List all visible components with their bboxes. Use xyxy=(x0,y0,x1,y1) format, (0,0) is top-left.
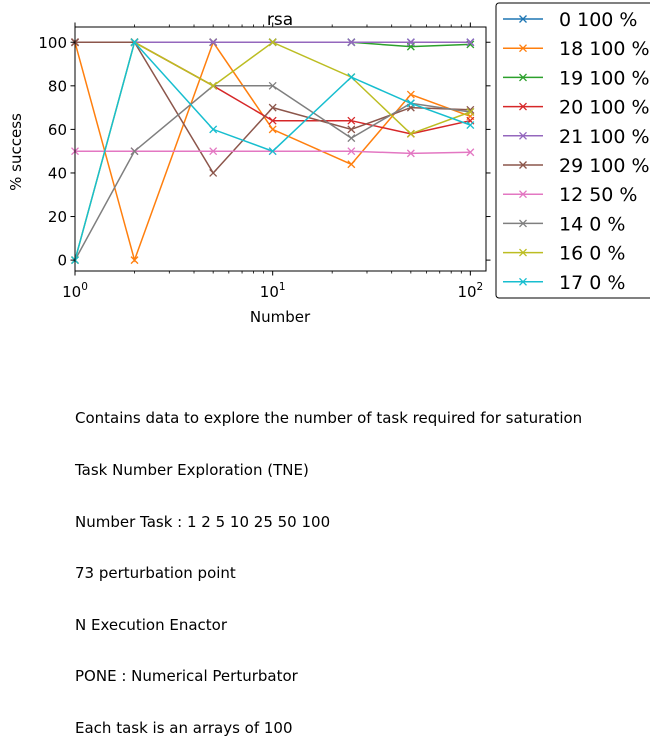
legend-marker xyxy=(519,190,527,199)
series-17-0 xyxy=(71,38,475,265)
chart-title: rsa xyxy=(267,10,293,30)
legend-label: 12 50 % xyxy=(559,184,638,206)
data-point xyxy=(466,121,475,129)
data-point xyxy=(209,81,218,90)
data-point xyxy=(347,116,356,125)
legend-entry: 12 50 % xyxy=(503,184,638,206)
legend-marker xyxy=(519,44,527,53)
caption-line: Contains data to explore the number of t… xyxy=(75,409,583,428)
legend-label: 16 0 % xyxy=(559,243,625,265)
data-point xyxy=(209,125,218,134)
legend-marker xyxy=(519,15,527,23)
data-point xyxy=(347,160,356,169)
data-point xyxy=(347,38,356,47)
data-point xyxy=(209,38,218,47)
legend-marker xyxy=(519,73,527,82)
data-point xyxy=(209,147,218,156)
legend-label: 18 100 % xyxy=(559,38,650,60)
data-point xyxy=(406,129,415,138)
data-point xyxy=(406,149,415,158)
y-tick-label: 100 xyxy=(38,34,67,52)
legend-marker xyxy=(519,248,527,257)
legend-entry: 16 0 % xyxy=(503,243,625,265)
y-tick-label: 0 xyxy=(57,252,67,270)
y-tick-label: 80 xyxy=(48,77,67,95)
x-tick-label: 101 xyxy=(260,281,286,301)
caption-line: N Execution Enactor xyxy=(75,615,228,634)
legend-entry: 29 100 % xyxy=(503,155,650,177)
chart: 100 101 102 0 20 40 60 80 100 rsa Number % succ… xyxy=(7,2,650,326)
legend-marker xyxy=(519,161,527,169)
legend-entry: 14 0 % xyxy=(503,213,625,235)
data-point xyxy=(268,38,277,47)
data-point xyxy=(209,169,218,177)
caption-line: Task Number Exploration (TNE) xyxy=(75,461,309,480)
legend-entry: 18 100 % xyxy=(503,38,650,60)
data-point xyxy=(130,38,139,47)
data-point xyxy=(466,148,475,157)
y-axis-ticks: 0 20 40 60 80 100 xyxy=(38,34,491,270)
y-tick-label: 60 xyxy=(48,121,67,139)
legend-label: 0 100 % xyxy=(559,9,638,31)
data-point xyxy=(406,99,415,108)
legend-label: 21 100 % xyxy=(559,126,650,148)
legend-marker xyxy=(519,102,527,111)
plot-lines xyxy=(71,38,475,265)
legend-entry: 20 100 % xyxy=(503,97,650,119)
caption-block: Contains data to explore the number of t… xyxy=(75,376,582,754)
data-point xyxy=(347,134,356,143)
x-tick-label: 102 xyxy=(457,281,483,301)
data-point xyxy=(406,38,415,47)
legend-label: 14 0 % xyxy=(559,213,625,235)
plot-frame xyxy=(74,26,487,272)
legend-label: 19 100 % xyxy=(559,67,650,89)
data-point xyxy=(268,103,277,112)
data-point xyxy=(347,73,356,82)
caption-line: PONE : Numerical Perturbator xyxy=(75,667,298,686)
legend-entry: 0 100 % xyxy=(503,9,638,31)
legend: 0 100 % 18 100 % 19 100 % 20 100 % 21 100 % 2… xyxy=(495,2,650,299)
series-line xyxy=(74,85,471,261)
data-point xyxy=(347,125,356,134)
legend-label: 17 0 % xyxy=(559,272,625,294)
legend-entry: 21 100 % xyxy=(503,126,650,148)
data-point xyxy=(130,256,139,265)
data-point xyxy=(268,147,277,156)
data-point xyxy=(268,125,277,134)
data-point xyxy=(268,116,277,125)
caption-line: Each task is an arrays of 100 xyxy=(75,719,293,738)
legend-label: 20 100 % xyxy=(559,97,650,119)
data-point xyxy=(130,147,139,156)
y-tick-label: 20 xyxy=(48,208,67,226)
data-point xyxy=(466,108,475,116)
data-point xyxy=(466,38,475,47)
x-axis-ticks: 100 101 102 xyxy=(62,22,483,301)
caption-line: 73 perturbation point xyxy=(75,564,236,583)
legend-label: 29 100 % xyxy=(559,155,650,177)
data-point xyxy=(268,81,277,90)
data-point xyxy=(347,147,356,156)
caption-line: Number Task : 1 2 5 10 25 50 100 xyxy=(75,512,331,531)
y-tick-label: 40 xyxy=(48,164,67,182)
x-tick-label: 100 xyxy=(62,281,88,301)
legend-entry: 17 0 % xyxy=(503,272,625,294)
data-point xyxy=(406,90,415,99)
x-axis-label: Number xyxy=(250,308,311,326)
legend-marker xyxy=(519,131,527,140)
y-axis-label: % success xyxy=(7,113,25,191)
legend-marker xyxy=(519,277,527,286)
legend-marker xyxy=(519,219,527,228)
legend-entry: 19 100 % xyxy=(503,67,650,89)
